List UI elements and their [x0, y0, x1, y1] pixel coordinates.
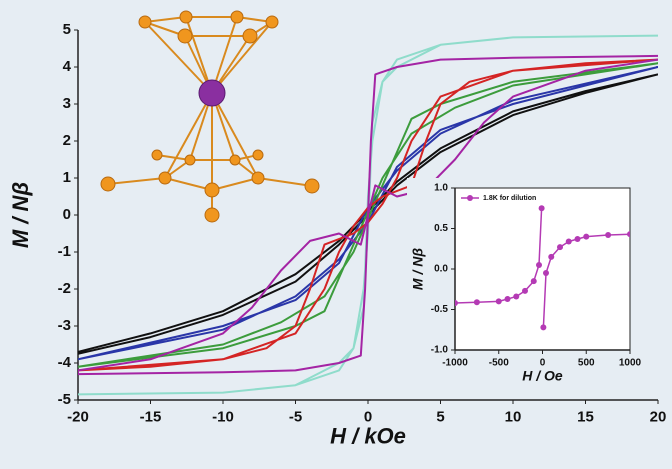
series-marker	[548, 254, 554, 260]
x-axis-label: H / kOe	[330, 423, 406, 448]
series-marker	[531, 278, 537, 284]
y-tick-label: 5	[63, 21, 71, 38]
series-marker	[536, 262, 542, 268]
figure: -20-15-10-505101520-5-4-3-2-1012345H / k…	[0, 0, 672, 469]
x-tick-label: 15	[577, 408, 594, 425]
y-tick-label: 3	[63, 95, 71, 112]
y-axis-label: M / Nβ	[8, 182, 33, 248]
y-tick-label: 0.0	[434, 264, 448, 275]
series-marker	[505, 296, 511, 302]
y-tick-label: 1.0	[434, 183, 448, 194]
y-tick-label: -0.5	[431, 304, 449, 315]
series-marker	[575, 236, 581, 242]
series-marker	[540, 324, 546, 330]
x-axis-label: H / Oe	[522, 368, 563, 384]
x-tick-label: -5	[289, 408, 302, 425]
series-marker	[496, 298, 502, 304]
x-tick-label: -1000	[442, 358, 468, 369]
x-tick-label: 20	[650, 408, 667, 425]
y-tick-label: 0	[63, 206, 71, 223]
x-tick-label: -15	[140, 408, 162, 425]
x-tick-label: 1000	[619, 358, 642, 369]
x-tick-label: 10	[505, 408, 522, 425]
x-tick-label: 5	[436, 408, 444, 425]
y-tick-label: -5	[58, 391, 71, 408]
series-marker	[557, 244, 563, 250]
legend-label: 1.8K for dilution	[483, 195, 536, 202]
y-tick-label: -1.0	[431, 345, 449, 356]
y-tick-label: 2	[63, 132, 71, 149]
x-tick-label: 500	[578, 358, 595, 369]
series-marker	[543, 270, 549, 276]
y-tick-label: 4	[63, 58, 72, 75]
y-tick-label: 0.5	[434, 223, 448, 234]
y-axis-label: M / Nβ	[410, 248, 426, 290]
x-tick-label: -10	[212, 408, 234, 425]
series-marker	[583, 234, 589, 240]
y-tick-label: -4	[58, 354, 72, 371]
y-tick-label: -3	[58, 317, 71, 334]
x-tick-label: -20	[67, 408, 89, 425]
series-marker	[566, 238, 572, 244]
series-marker	[522, 288, 528, 294]
y-tick-label: 1	[63, 169, 71, 186]
series-marker	[474, 299, 480, 305]
x-tick-label: -500	[489, 358, 509, 369]
series-marker	[539, 205, 545, 211]
series-marker	[605, 232, 611, 238]
series-marker	[513, 294, 519, 300]
y-tick-label: -2	[58, 280, 71, 297]
y-tick-label: -1	[58, 243, 71, 260]
legend-marker	[467, 195, 473, 201]
